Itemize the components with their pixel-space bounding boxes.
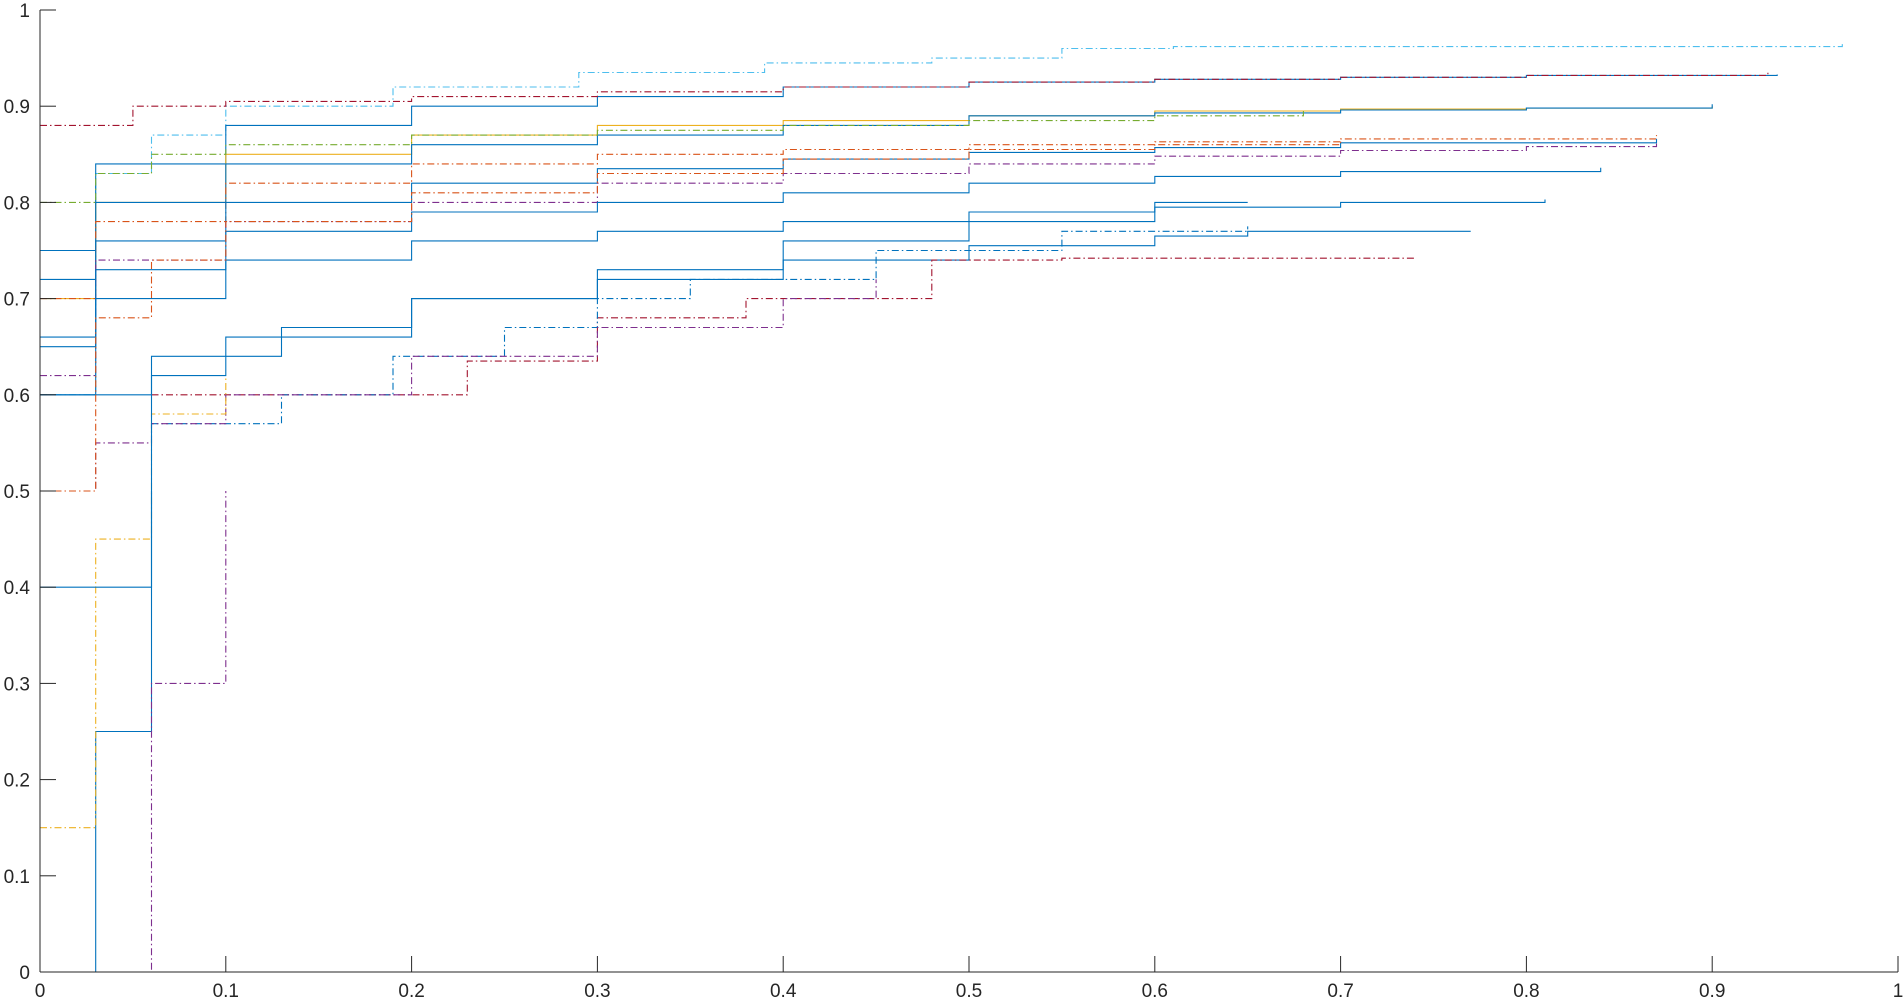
series-line-13: [151, 226, 1249, 425]
y-tick-label: 0.5: [4, 482, 30, 503]
series-layer: [40, 43, 1843, 973]
x-tick-label: 0.2: [398, 981, 424, 1002]
series-line-20: [40, 139, 1342, 492]
x-tick-label: 0.4: [770, 981, 797, 1002]
y-tick-label: 0.9: [4, 97, 30, 118]
series-line-17: [95, 491, 227, 973]
series-line-18: [40, 375, 227, 829]
series-line-9: [40, 167, 1602, 348]
series-line-10: [40, 199, 1546, 396]
x-tick-label: 0.9: [1699, 981, 1725, 1002]
y-tick-label: 0.3: [4, 674, 30, 695]
y-tick-label: 0.2: [4, 771, 30, 792]
y-tick-label: 0.7: [4, 290, 30, 311]
axes-layer: 0 0.1 0.2 0.3 0.4 0.5 0.6 0.7 0.8 0.9 1 0 0.1 0.2 0.3 0…: [4, 1, 1903, 1002]
x-tick-label: 0.1: [213, 981, 239, 1002]
series-line-14: [40, 279, 877, 492]
series-line-15: [40, 111, 1304, 203]
y-tick-label: 0.1: [4, 867, 30, 888]
x-tick-label: 0.5: [956, 981, 982, 1002]
x-tick-label: 0.8: [1513, 981, 1539, 1002]
series-line-7: [40, 138, 1658, 338]
series-line-1: [40, 43, 1843, 396]
series-line-19: [40, 201, 1248, 588]
series-line-2: [40, 74, 1778, 252]
y-tick-label: 1: [19, 1, 30, 22]
x-tick-label: 0.3: [584, 981, 610, 1002]
x-tick-label: 0: [35, 981, 46, 1002]
y-tick-label: 0: [19, 963, 30, 984]
series-line-8: [40, 142, 1658, 377]
y-tick-label: 0.6: [4, 386, 30, 407]
y-tick-label: 0.4: [4, 578, 31, 599]
series-line-3: [40, 72, 1769, 126]
x-tick-label: 1: [1893, 981, 1903, 1002]
y-tick-label: 0.8: [4, 193, 30, 214]
x-tick-label: 0.6: [1142, 981, 1168, 1002]
x-tick-label: 0.7: [1327, 981, 1353, 1002]
series-line-11: [40, 230, 1471, 396]
